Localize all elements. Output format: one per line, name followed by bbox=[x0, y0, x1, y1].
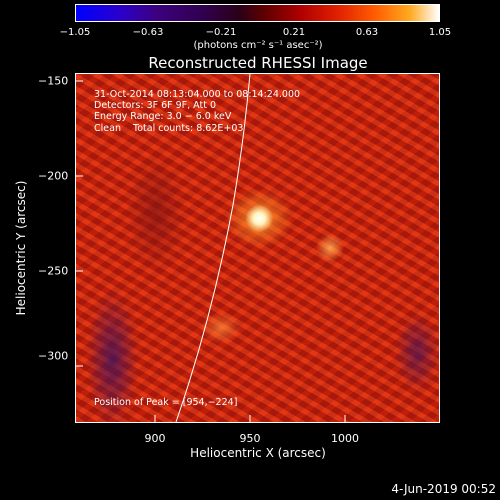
footer-date: 4-Jun-2019 00:52 bbox=[391, 482, 496, 496]
rhessi-image bbox=[75, 73, 440, 423]
y-tick-label: −300 bbox=[38, 349, 69, 363]
annotation-time: 31-Oct-2014 08:13:04.000 to 08:14:24.000 bbox=[94, 89, 301, 100]
colorbar-tick: 1.05 bbox=[428, 27, 452, 38]
y-tick-label: −150 bbox=[38, 74, 69, 88]
x-tick-label: 1000 bbox=[331, 432, 359, 445]
colorbar bbox=[75, 4, 440, 22]
colorbar-tick: 0.63 bbox=[355, 27, 379, 38]
x-tick-label: 950 bbox=[239, 432, 261, 445]
annotation-clean: Clean Total counts: 8.62E+03 bbox=[94, 122, 244, 134]
colorbar-tick: −0.21 bbox=[205, 27, 237, 38]
solar-limb-curve bbox=[175, 73, 251, 423]
colorbar-tick: 0.21 bbox=[282, 27, 306, 38]
annotation-block: 31-Oct-2014 08:13:04.000 to 08:14:24.000… bbox=[94, 89, 300, 134]
annotation-detectors: Detectors: 3F 6F 9F, Att 0 bbox=[94, 100, 217, 112]
plot-title: Reconstructed RHESSI Image bbox=[148, 54, 368, 72]
x-tick-label: 900 bbox=[144, 432, 166, 445]
x-axis-label: Heliocentric X (arcsec) bbox=[190, 446, 326, 460]
annotation-energy: Energy Range: 3.0 − 6.0 keV bbox=[94, 111, 232, 123]
colorbar-tick: −1.05 bbox=[59, 27, 91, 38]
annotation-peak: Position of Peak = [954,−224] bbox=[94, 397, 238, 408]
colorbar-tick: −0.63 bbox=[132, 27, 164, 38]
colorbar-unit-label: (photons cm⁻² s⁻¹ asec⁻²) bbox=[193, 40, 323, 51]
y-axis-label: Heliocentric Y (arcsec) bbox=[14, 180, 28, 316]
y-tick-label: −200 bbox=[38, 169, 69, 183]
axis-ticks bbox=[75, 80, 346, 423]
y-tick-label: −250 bbox=[38, 264, 69, 278]
